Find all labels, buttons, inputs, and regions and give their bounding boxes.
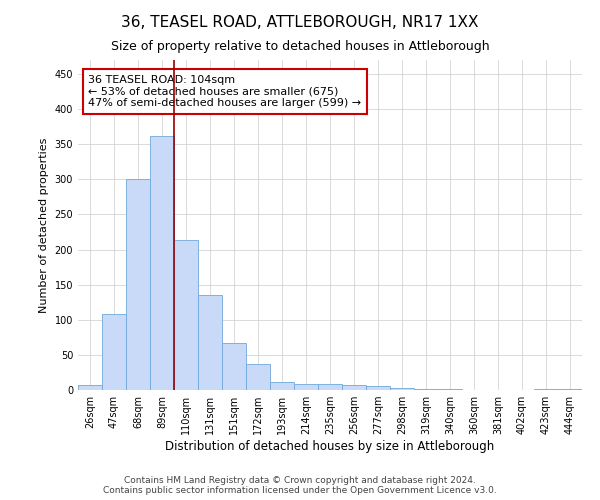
Text: Contains HM Land Registry data © Crown copyright and database right 2024.
Contai: Contains HM Land Registry data © Crown c… bbox=[103, 476, 497, 495]
Bar bbox=[390, 388, 414, 390]
Bar bbox=[558, 388, 582, 390]
Bar bbox=[222, 343, 246, 390]
Y-axis label: Number of detached properties: Number of detached properties bbox=[39, 138, 49, 312]
Bar bbox=[150, 136, 174, 390]
Bar bbox=[414, 388, 438, 390]
Bar bbox=[270, 382, 294, 390]
Bar bbox=[366, 386, 390, 390]
Bar bbox=[342, 385, 366, 390]
X-axis label: Distribution of detached houses by size in Attleborough: Distribution of detached houses by size … bbox=[166, 440, 494, 453]
Text: 36, TEASEL ROAD, ATTLEBOROUGH, NR17 1XX: 36, TEASEL ROAD, ATTLEBOROUGH, NR17 1XX bbox=[121, 15, 479, 30]
Bar bbox=[174, 240, 198, 390]
Bar bbox=[102, 314, 126, 390]
Text: Size of property relative to detached houses in Attleborough: Size of property relative to detached ho… bbox=[110, 40, 490, 53]
Bar bbox=[126, 180, 150, 390]
Bar bbox=[318, 384, 342, 390]
Bar bbox=[294, 384, 318, 390]
Text: 36 TEASEL ROAD: 104sqm
← 53% of detached houses are smaller (675)
47% of semi-de: 36 TEASEL ROAD: 104sqm ← 53% of detached… bbox=[88, 75, 361, 108]
Bar bbox=[534, 388, 558, 390]
Bar bbox=[78, 385, 102, 390]
Bar bbox=[438, 388, 462, 390]
Bar bbox=[198, 294, 222, 390]
Bar bbox=[246, 364, 270, 390]
